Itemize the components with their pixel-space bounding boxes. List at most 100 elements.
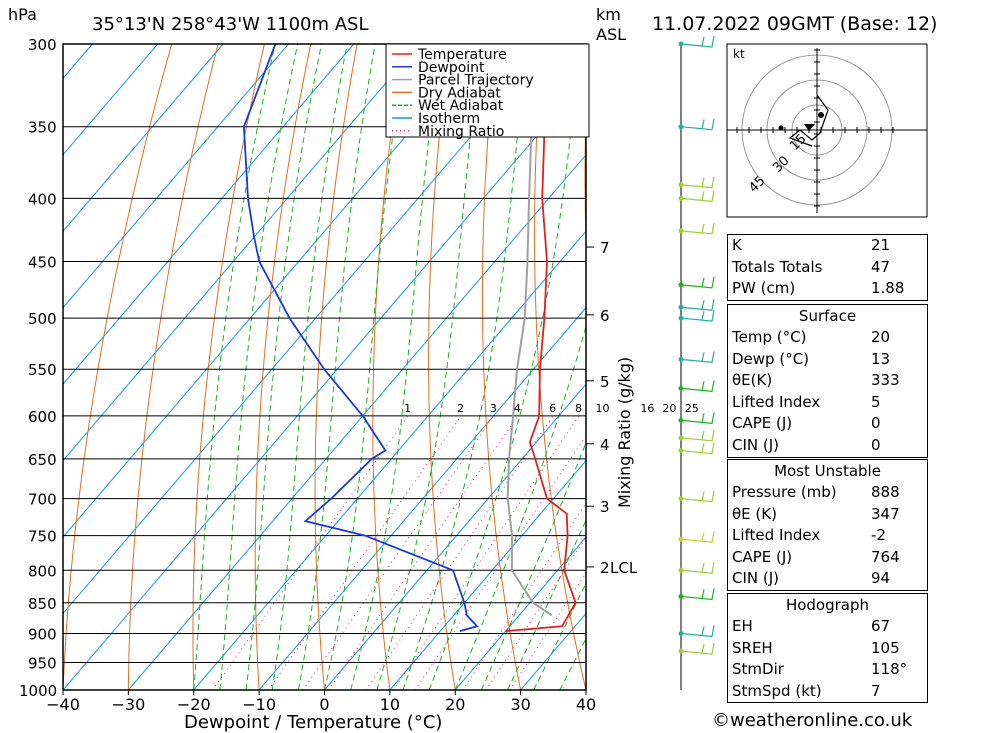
row-value: 94 (871, 569, 891, 588)
wind-barb (680, 490, 715, 503)
wind-barb-flag (701, 352, 705, 362)
isotherm-line (258, 306, 586, 690)
wind-barb (680, 118, 715, 131)
pressure-tick-label: 600 (28, 408, 57, 426)
dry-adiabat-line (634, 44, 717, 690)
x-axis-label: Dewpoint / Temperature (°C) (184, 712, 442, 733)
dry-adiabat-line (372, 44, 404, 690)
wind-barb (680, 380, 715, 393)
row-label: Lifted Index (732, 526, 821, 545)
isotherm-line (389, 459, 586, 690)
wind-barb-flag (701, 443, 705, 453)
pw-value: 1.88 (871, 279, 905, 298)
row-value: 20 (871, 328, 891, 346)
wind-barb-flag (701, 177, 705, 187)
pw-label: PW (cm) (732, 279, 796, 298)
row-label: CAPE (J) (732, 414, 793, 433)
row-value: 333 (871, 371, 900, 390)
row-value: 888 (871, 483, 900, 501)
row-value: -2 (871, 526, 886, 545)
wind-barb (680, 429, 715, 442)
mixing-ratio-line (509, 571, 586, 690)
mixing-ratio-axis-label: Mixing Ratio (g/kg) (615, 357, 634, 508)
axis-ticks: 1 2 3 4 6 8 10 16 20 2530035040045050055060065070… (19, 36, 699, 714)
datetime-label: 11.07.2022 09GMT (Base: 12) (652, 13, 937, 35)
location-title: 35°13'N 258°43'W 1100m ASL (92, 14, 369, 35)
legend-label: Dry Adiabat (418, 85, 501, 101)
legend-label: Isotherm (418, 111, 480, 127)
wind-barb-flag (701, 563, 705, 573)
wet-adiabat-line (245, 44, 322, 690)
wind-barb-flag (701, 491, 705, 501)
row-label: StmSpd (kt) (732, 681, 822, 700)
row-value: 0 (871, 435, 881, 454)
mixing-ratio-label: 4 (514, 402, 521, 415)
row-value: 347 (871, 504, 900, 523)
row-label: CAPE (J) (732, 547, 793, 566)
wind-barb (680, 276, 715, 289)
wet-adiabat-line (350, 44, 442, 690)
most-unstable-row: CIN (J) 94 (728, 568, 927, 590)
legend-label: Mixing Ratio (418, 124, 504, 140)
most-unstable-row: CAPE (J) 764 (728, 547, 927, 569)
wind-barb (680, 531, 715, 543)
km-tick-label: 4 (600, 436, 610, 454)
wind-barb (680, 642, 715, 655)
row-value: 0 (871, 414, 881, 433)
profiles (242, 44, 577, 632)
wet-adiabat-line (219, 44, 299, 690)
pressure-tick-label: 450 (28, 254, 57, 272)
mixing-ratio-label: 20 (662, 402, 676, 415)
surface-row: Temp (°C) 20 (728, 327, 927, 349)
wind-barb-flag (701, 626, 705, 636)
mixing-ratio-line (302, 415, 495, 690)
wind-barb-column (678, 35, 715, 690)
row-value: 67 (871, 617, 891, 635)
km-tick-label: 6 (600, 307, 610, 325)
hodograph-stats-row: StmDir 118° (728, 659, 927, 681)
dry-adiabat-line (481, 44, 522, 690)
row-value: 764 (871, 547, 900, 566)
isotherm-line (63, 77, 586, 690)
tt-value: 47 (871, 257, 891, 276)
wind-barb-flag (701, 532, 705, 542)
row-label: θE(K) (732, 371, 773, 390)
mixing-ratio-label: 6 (549, 402, 556, 415)
copyright-footer[interactable]: ©weatheronline.co.uk (712, 710, 913, 731)
most-unstable-row: θE (K) 347 (728, 504, 927, 526)
row-label: θE (K) (732, 504, 777, 523)
wind-barb (680, 222, 715, 235)
wet-adiabat-line (507, 519, 586, 690)
most-unstable-title: Most Unstable (774, 462, 881, 480)
tt-label: Totals Totals (732, 257, 823, 276)
wind-barb (680, 412, 715, 425)
row-label: Pressure (mb) (732, 483, 837, 501)
mixing-ratio-label: 2 (457, 402, 464, 415)
dry-adiabat-line (534, 44, 586, 690)
row-value: 118° (871, 660, 908, 679)
pressure-tick-label: 400 (28, 190, 57, 208)
hodograph-point (778, 125, 784, 131)
dry-adiabat-line (960, 44, 1000, 690)
pressure-tick-label: 900 (28, 625, 57, 643)
storm-motion-marker (804, 124, 815, 131)
dewpoint-line (242, 44, 479, 632)
pressure-tick-label: 500 (28, 310, 57, 328)
wind-barb (680, 299, 715, 311)
wind-barb-flag (701, 413, 705, 423)
pressure-tick-label: 950 (28, 654, 57, 672)
wind-barb-flag (701, 430, 705, 440)
wind-barb-flag (701, 300, 705, 310)
km-tick-label: 2 (600, 559, 610, 577)
hodograph-stats-row: StmSpd (kt) 7 (728, 681, 927, 703)
legend-label: Temperature (417, 47, 507, 63)
wet-adiabat-line (428, 44, 581, 690)
temp-tick-label: −20 (177, 695, 211, 714)
hodograph-point (818, 112, 824, 118)
wind-barb (680, 190, 715, 203)
isotherm-line (63, 44, 420, 462)
dry-adiabat-line (127, 44, 219, 690)
wind-barb-flag (701, 191, 705, 201)
wind-barb (680, 35, 715, 48)
